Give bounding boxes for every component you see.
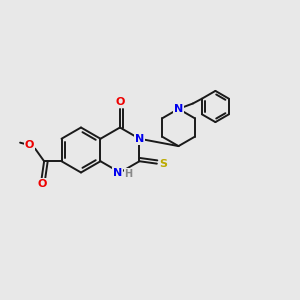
Text: N: N	[113, 167, 122, 178]
Text: N: N	[135, 134, 144, 144]
Text: S: S	[160, 159, 167, 169]
Text: O: O	[37, 179, 46, 189]
Text: H: H	[124, 169, 132, 179]
Text: O: O	[115, 97, 125, 107]
Text: N: N	[174, 104, 183, 114]
Text: O: O	[24, 140, 34, 150]
